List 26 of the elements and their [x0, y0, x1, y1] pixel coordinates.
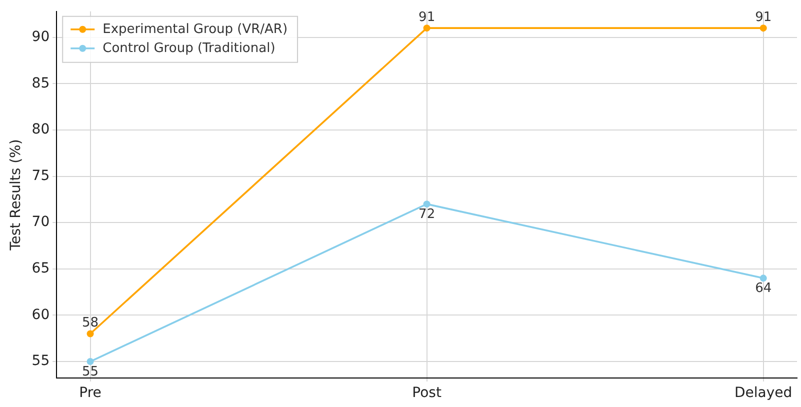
- point: [760, 24, 767, 32]
- point: [86, 358, 94, 366]
- data-label: 55: [82, 364, 99, 380]
- legend-label: Experimental Group (VR/AR): [102, 22, 288, 37]
- point: [423, 24, 430, 32]
- data-label: 72: [418, 206, 436, 222]
- data-label: 91: [755, 10, 772, 25]
- point: [423, 200, 430, 208]
- data-label: 58: [82, 316, 99, 331]
- legend-label: Control Group (Traditional): [102, 40, 276, 56]
- y-tick-label: 65: [32, 260, 50, 277]
- x-tick-label: Pre: [79, 385, 102, 402]
- y-tick-label: 60: [32, 306, 50, 323]
- y-axis-title: Test Results (%): [8, 139, 24, 252]
- y-tick-label: 75: [32, 168, 50, 184]
- y-tick-label: 90: [32, 28, 50, 45]
- x-tick-label: Delayed: [734, 385, 792, 402]
- y-tick-label: 55: [32, 353, 50, 370]
- data-label: 64: [755, 281, 772, 296]
- data-label: 91: [418, 10, 436, 25]
- x-tick-label: Post: [412, 385, 442, 402]
- y-tick-label: 85: [32, 75, 50, 92]
- y-tick-label: 80: [32, 122, 50, 138]
- point: [760, 274, 767, 282]
- y-tick-label: 70: [32, 214, 50, 230]
- point: [86, 330, 94, 338]
